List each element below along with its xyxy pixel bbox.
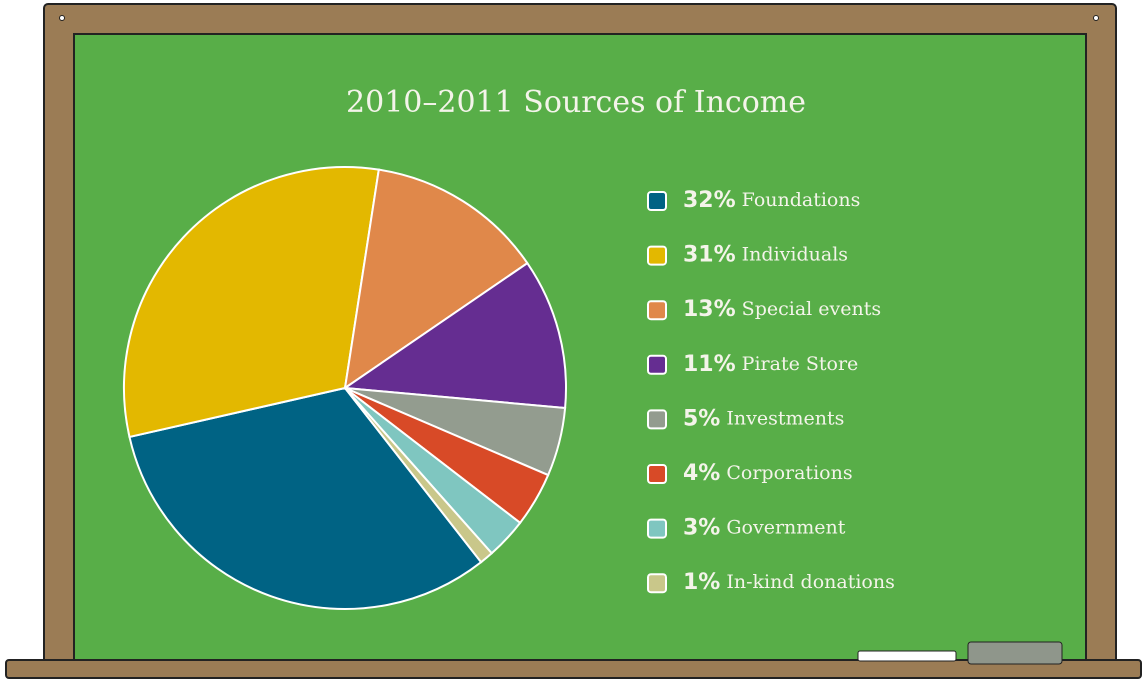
value-label: 5% bbox=[683, 406, 720, 431]
value-label: 32% bbox=[683, 188, 736, 213]
legend-swatch bbox=[647, 464, 667, 484]
value-label: 4% bbox=[683, 461, 720, 486]
frame-nail bbox=[59, 15, 65, 21]
pie-slice bbox=[344, 387, 494, 564]
legend-label: Individuals bbox=[742, 244, 848, 266]
legend-entry: 5% Investments bbox=[683, 406, 844, 431]
pie-slice bbox=[128, 386, 483, 610]
legend-entry: 13% Special events bbox=[683, 297, 881, 322]
legend-entry: 32% Foundations bbox=[683, 188, 860, 213]
legend-label: Foundations bbox=[742, 189, 861, 211]
legend-swatch bbox=[647, 573, 667, 594]
chalk-tray bbox=[5, 659, 1142, 679]
value-label: 13% bbox=[683, 297, 736, 322]
pie-slice bbox=[343, 168, 529, 391]
legend-entry: 4% Corporations bbox=[683, 461, 853, 486]
legend-label: Investments bbox=[726, 407, 844, 429]
legend-label: Special events bbox=[742, 298, 881, 320]
pie-slice bbox=[342, 261, 567, 410]
legend-entry: 3% Government bbox=[683, 516, 846, 541]
legend-swatch bbox=[647, 245, 667, 266]
eraser bbox=[967, 641, 1063, 665]
legend-swatch bbox=[647, 518, 667, 539]
pie-slice bbox=[123, 166, 380, 439]
legend-swatch bbox=[647, 191, 667, 211]
value-label: 3% bbox=[683, 516, 720, 541]
legend-entry: 1% In-kind donations bbox=[683, 570, 895, 595]
legend-swatch bbox=[647, 300, 667, 321]
chart-title: 2010–2011 Sources of Income bbox=[346, 85, 806, 120]
legend-label: Corporations bbox=[726, 462, 852, 484]
legend-entry: 31% Individuals bbox=[683, 243, 848, 268]
legend-entry: 11% Pirate Store bbox=[683, 352, 858, 377]
value-label: 11% bbox=[683, 352, 736, 377]
value-label: 1% bbox=[683, 570, 720, 595]
legend: 32% Foundations 31% Individuals 13% Special e… bbox=[647, 188, 895, 595]
pie bbox=[123, 166, 567, 610]
frame-nail bbox=[1093, 15, 1099, 21]
legend-swatch bbox=[647, 354, 667, 375]
chalk bbox=[857, 650, 957, 662]
legend-swatch bbox=[647, 409, 667, 430]
legend-label: In-kind donations bbox=[726, 571, 895, 593]
legend-label: Government bbox=[726, 517, 845, 539]
legend-label: Pirate Store bbox=[742, 353, 859, 375]
value-label: 31% bbox=[683, 243, 736, 268]
